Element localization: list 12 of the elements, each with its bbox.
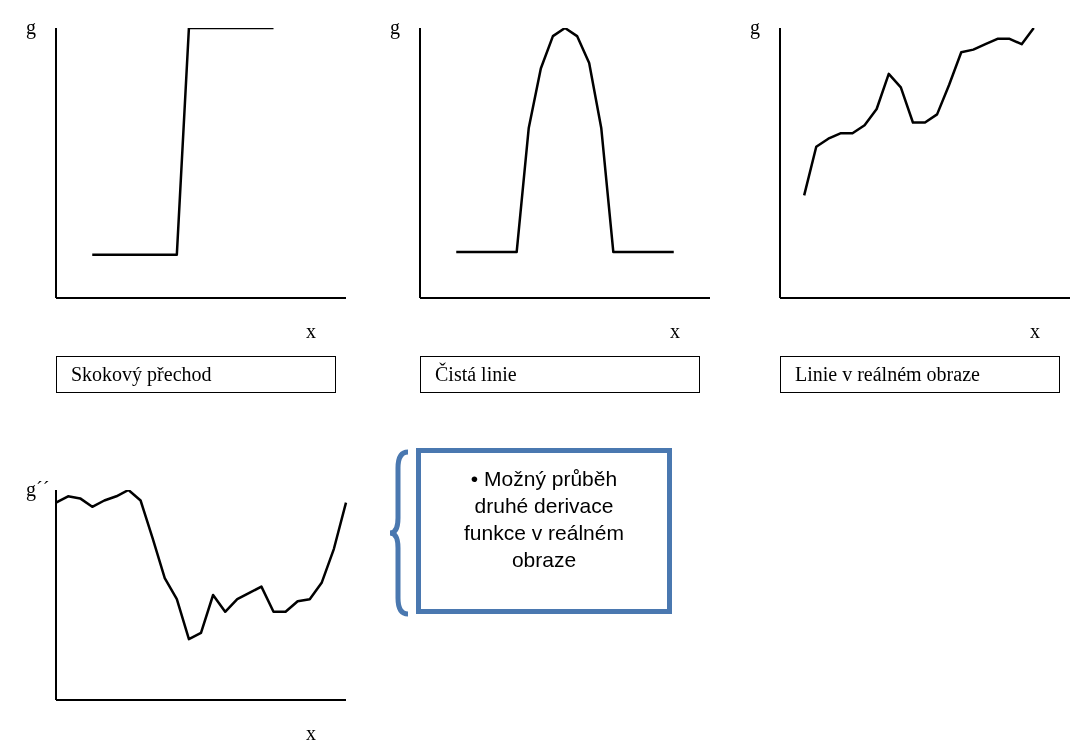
x-axis-title: x [306,320,316,343]
x-axis-title: x [670,320,680,343]
text: • Možný průběh druhé derivace funkce v reálném obraze [463,466,625,573]
y-axis-title: g [26,16,36,39]
y-axis-title: g [390,16,400,39]
y-axis-title: g [750,16,760,39]
y-axis-title: g´´ [26,478,50,501]
text: Čistá linie [420,356,700,393]
x-axis-title: x [1030,320,1040,343]
text: Skokový přechod [56,356,336,393]
text: Linie v reálném obraze [780,356,1060,393]
x-axis-title: x [306,722,316,745]
